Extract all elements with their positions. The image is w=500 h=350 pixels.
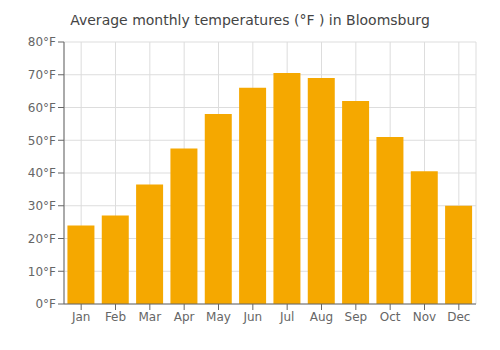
html-text:Average monthly temperatures (: Average monthly temperatures (°F ) in Bl… — [70, 12, 430, 28]
svg-text:60°F: 60°F — [28, 101, 56, 115]
svg-text:Feb: Feb — [105, 310, 126, 324]
svg-text:30°F: 30°F — [28, 199, 56, 213]
svg-text:40°F: 40°F — [28, 166, 56, 180]
svg-text:Sep: Sep — [345, 310, 368, 324]
svg-text:50°F: 50°F — [28, 134, 56, 148]
svg-text:Mar: Mar — [139, 310, 162, 324]
svg-text:May: May — [206, 310, 231, 324]
svg-text:20°F: 20°F — [28, 232, 56, 246]
svg-text:10°F: 10°F — [28, 265, 56, 279]
svg-text:Aug: Aug — [310, 310, 333, 324]
svg-text:Oct: Oct — [380, 310, 401, 324]
svg-text:70°F: 70°F — [28, 68, 56, 82]
svg-text:Jan: Jan — [71, 310, 91, 324]
svg-text:Jul: Jul — [279, 310, 294, 324]
svg-text:80°F: 80°F — [28, 35, 56, 49]
svg-text:Jun: Jun — [242, 310, 262, 324]
svg-text:Dec: Dec — [447, 310, 470, 324]
svg-text:Nov: Nov — [413, 310, 436, 324]
svg-text:0°F: 0°F — [35, 297, 56, 311]
svg-text:Apr: Apr — [174, 310, 195, 324]
